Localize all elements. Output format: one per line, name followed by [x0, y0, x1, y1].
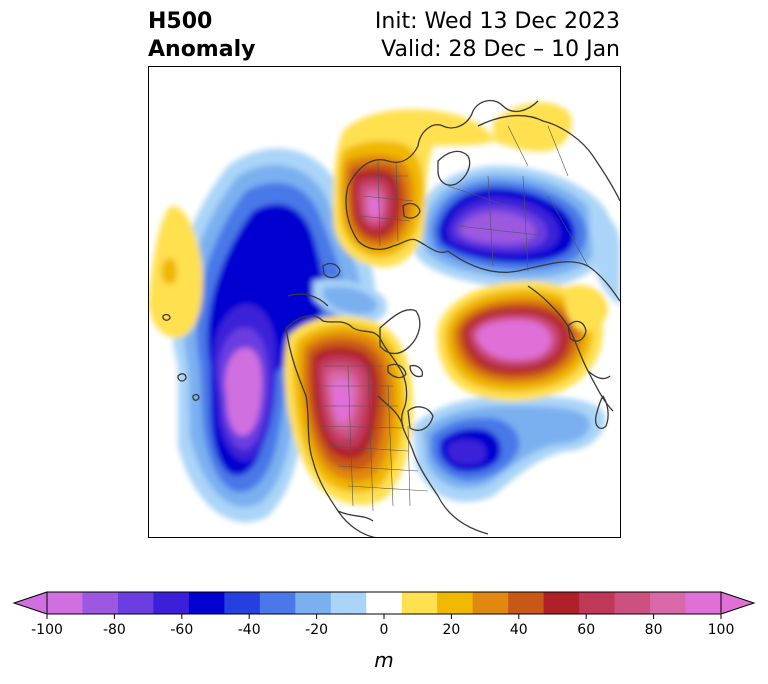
colorbar-bin [153, 592, 190, 614]
colorbar-bin [472, 592, 509, 614]
map-title: H500 Anomaly [148, 8, 255, 64]
forecast-dates: Init: Wed 13 Dec 2023 Valid: 28 Dec – 10… [375, 8, 620, 64]
colorbar-tick-label: -100 [31, 622, 63, 638]
anomaly-fields [148, 102, 620, 523]
colorbar-tick-label: 20 [442, 622, 460, 638]
coastlines [162, 99, 621, 538]
colorbar-bin [47, 592, 83, 614]
colorbar-tick-label: 80 [645, 622, 663, 638]
colorbar-bin [330, 592, 367, 614]
colorbar-bin [685, 592, 722, 614]
colorbar: -100 -80 -60 -40 -20 0 20 40 60 80 100 m [12, 591, 756, 672]
colorbar-bin [224, 592, 261, 614]
colorbar-bin [401, 592, 438, 614]
title-line-1: H500 [148, 9, 213, 34]
colorbar-bin [650, 592, 687, 614]
colorbar-bin [543, 592, 580, 614]
colorbar-ticks: -100 -80 -60 -40 -20 0 20 40 60 80 100 [31, 614, 734, 638]
colorbar-bin [437, 592, 474, 614]
colorbar-tick-label: -80 [103, 622, 126, 638]
colorbar-bin [259, 592, 296, 614]
colorbar-bins [47, 592, 722, 614]
colorbar-tick-label: 100 [708, 622, 735, 638]
colorbar-bin [188, 592, 225, 614]
colorbar-tick-label: 40 [510, 622, 528, 638]
init-date: Init: Wed 13 Dec 2023 [374, 9, 620, 34]
colorbar-units: m [374, 648, 393, 672]
colorbar-tick-label: 0 [380, 622, 389, 638]
valid-range: Valid: 28 Dec – 10 Jan [381, 37, 620, 62]
colorbar-tick-label: -60 [170, 622, 193, 638]
colorbar-extend-low [12, 591, 48, 615]
colorbar-tick-label: -20 [305, 622, 328, 638]
colorbar-tick-label: 60 [577, 622, 595, 638]
borders [316, 125, 589, 512]
colorbar-bin [295, 592, 332, 614]
colorbar-bin [82, 592, 119, 614]
title-line-2: Anomaly [148, 37, 256, 62]
colorbar-bin [366, 592, 403, 614]
colorbar-tick-label: -40 [238, 622, 261, 638]
colorbar-bin [117, 592, 154, 614]
colorbar-bin [579, 592, 616, 614]
anomaly-map [148, 66, 621, 538]
colorbar-bin [614, 592, 651, 614]
colorbar-bin [508, 592, 545, 614]
colorbar-extend-high [720, 591, 756, 615]
